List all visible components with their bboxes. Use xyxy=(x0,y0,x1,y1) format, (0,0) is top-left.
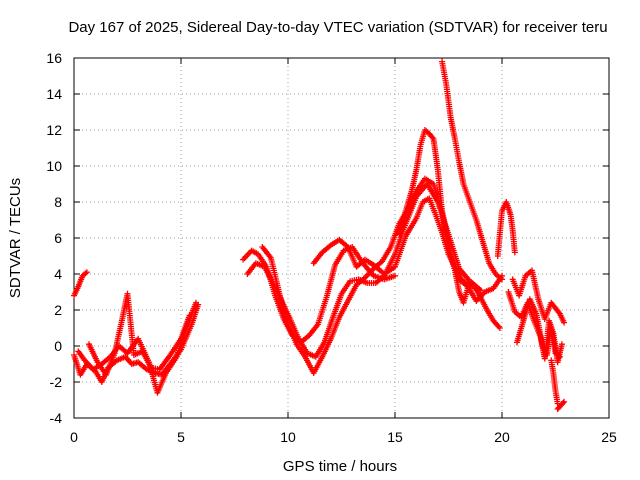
x-tick-label: 25 xyxy=(601,429,617,445)
x-tick-label: 20 xyxy=(494,429,510,445)
y-tick-label: 16 xyxy=(46,50,62,66)
data-points xyxy=(71,58,568,412)
data-point xyxy=(477,287,484,294)
y-tick-label: 14 xyxy=(46,86,62,102)
y-axis-label: SDTVAR / TECUs xyxy=(7,178,24,298)
y-tick-label: 2 xyxy=(54,302,62,318)
x-tick-label: 0 xyxy=(70,429,78,445)
y-tick-label: 6 xyxy=(54,230,62,246)
y-tick-label: 4 xyxy=(54,266,62,282)
axis-ticks: 0 5 10 15 20 25 -4 -2 0 2 4 6 8 10 12 14 16 xyxy=(46,50,617,445)
data-point xyxy=(561,319,568,326)
data-point xyxy=(561,398,568,405)
data-point xyxy=(496,325,503,331)
x-tick-label: 5 xyxy=(177,429,185,445)
x-axis-label: GPS time / hours xyxy=(283,458,397,475)
grid xyxy=(74,58,609,418)
y-tick-label: 0 xyxy=(54,338,62,354)
data-point xyxy=(511,249,518,256)
y-tick-label: -4 xyxy=(50,410,63,426)
data-point xyxy=(556,353,563,360)
chart-title: Day 167 of 2025, Sidereal Day-to-day VTE… xyxy=(68,19,607,36)
x-tick-label: 15 xyxy=(387,429,403,445)
data-point xyxy=(499,276,505,283)
x-tick-label: 10 xyxy=(280,429,296,445)
y-tick-label: -2 xyxy=(50,374,63,390)
y-tick-label: 8 xyxy=(54,194,62,210)
data-point xyxy=(392,272,398,279)
y-tick-label: 10 xyxy=(46,158,62,174)
data-point xyxy=(559,400,566,406)
data-point xyxy=(558,341,565,348)
data-point xyxy=(83,269,90,276)
data-point xyxy=(192,299,199,306)
data-point xyxy=(186,312,193,319)
y-tick-label: 12 xyxy=(46,122,62,138)
